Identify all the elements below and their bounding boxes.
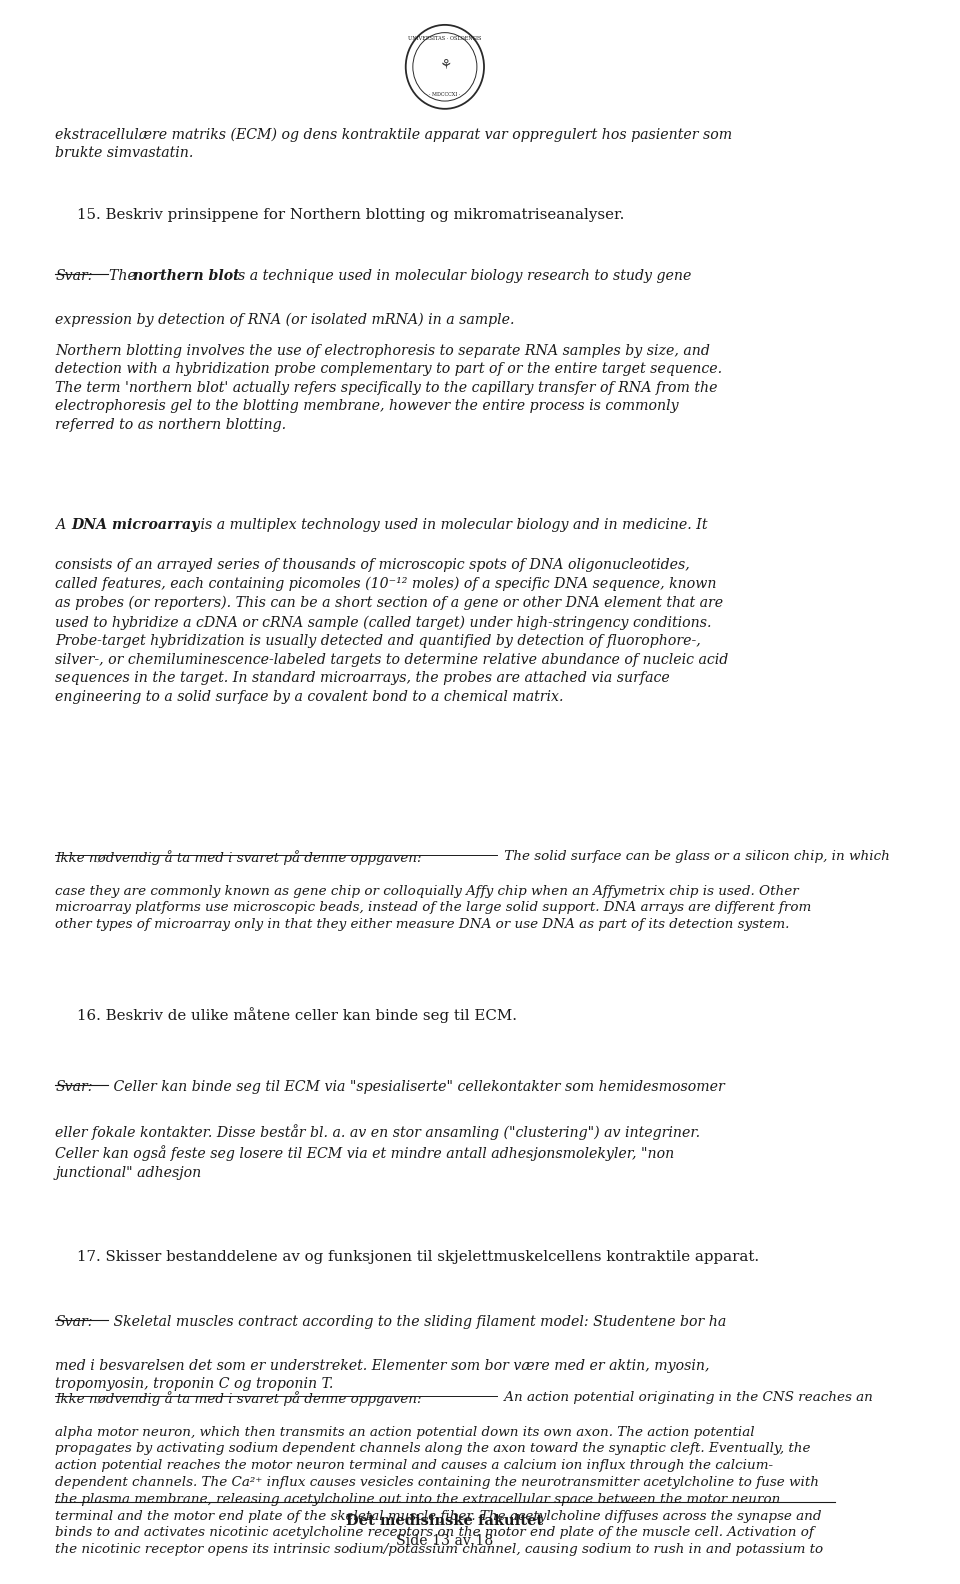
Text: Northern blotting involves the use of electrophoresis to separate RNA samples by: Northern blotting involves the use of el… bbox=[55, 344, 722, 432]
Text: Skeletal muscles contract according to the sliding filament model: Studentene bo: Skeletal muscles contract according to t… bbox=[108, 1315, 726, 1329]
Text: DNA microarray: DNA microarray bbox=[71, 518, 200, 532]
Text: UNIVERSITAS · OSLOENSIS: UNIVERSITAS · OSLOENSIS bbox=[408, 36, 482, 41]
Text: ⚘: ⚘ bbox=[439, 59, 451, 73]
Text: Det medisinske fakultet: Det medisinske fakultet bbox=[347, 1514, 543, 1529]
Text: An action potential originating in the CNS reaches an: An action potential originating in the C… bbox=[500, 1391, 873, 1405]
Text: alpha motor neuron, which then transmits an action potential down its own axon. : alpha motor neuron, which then transmits… bbox=[55, 1426, 824, 1555]
Text: 15. Beskriv prinsippene for Northern blotting og mikromatriseanalyser.: 15. Beskriv prinsippene for Northern blo… bbox=[78, 209, 625, 222]
Text: med i besvarelsen det som er understreket. Elementer som bor være med er aktin, : med i besvarelsen det som er understreke… bbox=[55, 1359, 709, 1391]
Text: is a multiplex technology used in molecular biology and in medicine. It: is a multiplex technology used in molecu… bbox=[196, 518, 708, 532]
Text: Ikke nødvendig å ta med i svaret på denne oppgaven:: Ikke nødvendig å ta med i svaret på denn… bbox=[55, 1391, 421, 1407]
Text: 17. Skisser bestanddelene av og funksjonen til skjelettmuskelcellens kontraktile: 17. Skisser bestanddelene av og funksjon… bbox=[78, 1250, 759, 1264]
Text: The: The bbox=[108, 269, 140, 284]
Text: Ikke nødvendig å ta med i svaret på denne oppgaven:: Ikke nødvendig å ta med i svaret på denn… bbox=[55, 851, 421, 865]
Text: is a technique used in molecular biology research to study gene: is a technique used in molecular biology… bbox=[228, 269, 691, 284]
Text: Celler kan binde seg til ECM via "spesialiserte" cellekontakter som hemidesmosom: Celler kan binde seg til ECM via "spesia… bbox=[108, 1080, 724, 1095]
Text: · MDCCCXI ·: · MDCCCXI · bbox=[429, 92, 461, 97]
Text: Svar:: Svar: bbox=[55, 269, 93, 284]
Text: 16. Beskriv de ulike måtene celler kan binde seg til ECM.: 16. Beskriv de ulike måtene celler kan b… bbox=[78, 1007, 517, 1023]
Text: Svar:: Svar: bbox=[55, 1315, 93, 1329]
Text: northern blot: northern blot bbox=[133, 269, 240, 284]
Text: eller fokale kontakter. Disse består bl. a. av en stor ansamling ("clustering") : eller fokale kontakter. Disse består bl.… bbox=[55, 1125, 700, 1180]
Text: expression by detection of RNA (or isolated mRNA) in a sample.: expression by detection of RNA (or isola… bbox=[55, 312, 515, 326]
Text: ekstracellulære matriks (ECM) og dens kontraktile apparat var oppregulert hos pa: ekstracellulære matriks (ECM) og dens ko… bbox=[55, 127, 732, 160]
Text: consists of an arrayed series of thousands of microscopic spots of DNA oligonucl: consists of an arrayed series of thousan… bbox=[55, 558, 729, 705]
Text: A: A bbox=[55, 518, 70, 532]
Text: Side 13 av 18: Side 13 av 18 bbox=[396, 1535, 493, 1549]
Text: The solid surface can be glass or a silicon chip, in which: The solid surface can be glass or a sili… bbox=[500, 851, 890, 863]
Text: Svar:: Svar: bbox=[55, 1080, 93, 1095]
Text: case they are commonly known as gene chip or colloquially Affy chip when an Affy: case they are commonly known as gene chi… bbox=[55, 884, 811, 931]
